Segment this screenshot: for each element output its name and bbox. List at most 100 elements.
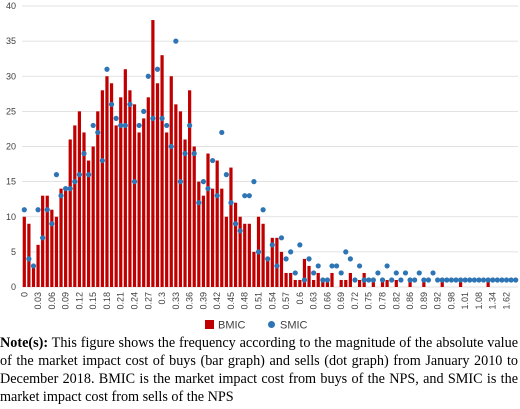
dot bbox=[352, 277, 358, 283]
dot bbox=[471, 277, 477, 283]
bar bbox=[183, 139, 187, 287]
bar bbox=[486, 279, 490, 287]
bar bbox=[201, 195, 206, 287]
x-tick-label: 0.72 bbox=[350, 292, 360, 310]
bar bbox=[440, 279, 444, 287]
bar bbox=[119, 97, 123, 287]
dot bbox=[416, 270, 422, 276]
dot bbox=[476, 277, 482, 283]
bar bbox=[77, 111, 82, 287]
x-tick-label: 0.45 bbox=[226, 292, 236, 310]
bar bbox=[339, 279, 343, 287]
bar bbox=[325, 279, 330, 287]
dot bbox=[333, 263, 340, 269]
dot bbox=[242, 193, 248, 199]
bar bbox=[169, 76, 173, 287]
dot bbox=[297, 242, 303, 248]
dot bbox=[306, 256, 312, 262]
dot bbox=[118, 122, 124, 129]
x-tick-label: 0.75 bbox=[364, 292, 374, 310]
bar bbox=[36, 244, 40, 287]
x-tick-label: 0.39 bbox=[198, 292, 208, 310]
x-tick-label: 0.6 bbox=[295, 292, 305, 305]
y-tick-label: 15 bbox=[6, 177, 16, 187]
dot bbox=[150, 115, 156, 121]
x-tick-label: 0.66 bbox=[322, 292, 332, 310]
x-tick-label: 0.51 bbox=[254, 292, 264, 310]
bar bbox=[247, 223, 251, 287]
dot bbox=[398, 277, 404, 283]
dot bbox=[462, 277, 468, 283]
x-tick-label: 0.57 bbox=[281, 292, 291, 310]
dot bbox=[228, 200, 234, 206]
bar bbox=[86, 160, 91, 287]
dot bbox=[159, 115, 165, 121]
dot bbox=[200, 179, 207, 185]
dot bbox=[320, 277, 326, 283]
bar bbox=[45, 195, 49, 287]
x-tick-label: 0.36 bbox=[185, 292, 195, 310]
x-tick-label: 0.48 bbox=[240, 292, 250, 310]
x-tick-label: 0.15 bbox=[88, 292, 98, 310]
dot bbox=[513, 277, 519, 283]
bar bbox=[394, 279, 398, 287]
x-tick-label: 0.98 bbox=[446, 292, 456, 310]
bar bbox=[298, 279, 302, 287]
dot bbox=[131, 179, 138, 185]
dot bbox=[30, 263, 37, 269]
dot bbox=[329, 263, 335, 269]
dot bbox=[494, 277, 500, 283]
dot bbox=[311, 270, 317, 276]
dot bbox=[35, 207, 41, 213]
dot bbox=[457, 277, 464, 283]
x-tick-label: 0.92 bbox=[433, 292, 443, 310]
bar bbox=[220, 188, 224, 287]
bar bbox=[266, 258, 270, 287]
dot bbox=[108, 101, 115, 107]
bar bbox=[210, 188, 215, 287]
bar bbox=[302, 258, 307, 287]
dot bbox=[67, 186, 73, 192]
bar bbox=[114, 125, 118, 287]
bar bbox=[22, 216, 26, 287]
bar bbox=[224, 216, 228, 287]
dot bbox=[467, 277, 473, 283]
x-tick-label: 0.09 bbox=[61, 292, 71, 310]
bar bbox=[229, 167, 233, 287]
dot bbox=[40, 235, 46, 241]
dot bbox=[127, 101, 133, 107]
x-tick-label: 0.03 bbox=[33, 292, 43, 310]
x-tick-label: 0.18 bbox=[102, 292, 112, 310]
dot bbox=[393, 270, 399, 276]
bar bbox=[233, 202, 238, 287]
dot bbox=[485, 277, 491, 283]
dot bbox=[90, 122, 96, 129]
dot bbox=[260, 207, 266, 213]
bar bbox=[197, 181, 201, 287]
dot bbox=[347, 256, 353, 262]
x-tick-label: 0 bbox=[19, 292, 29, 297]
bar bbox=[165, 132, 169, 287]
dot bbox=[49, 221, 55, 227]
bar bbox=[252, 251, 256, 287]
dot bbox=[251, 179, 257, 185]
bar bbox=[321, 279, 325, 287]
x-tick-label: 1.62 bbox=[502, 292, 512, 310]
x-tick-label: 0.21 bbox=[116, 292, 126, 310]
dot bbox=[72, 179, 78, 185]
dot bbox=[356, 263, 363, 269]
dot bbox=[425, 277, 432, 283]
dot bbox=[164, 122, 170, 129]
dot bbox=[384, 263, 390, 269]
y-tick-label: 5 bbox=[11, 247, 16, 257]
bar bbox=[27, 223, 31, 287]
y-tick-label: 0 bbox=[11, 282, 16, 292]
dot bbox=[265, 256, 271, 262]
dot bbox=[136, 122, 142, 129]
x-tick-label: 0.42 bbox=[212, 292, 222, 310]
dot bbox=[407, 277, 413, 283]
y-tick-label: 10 bbox=[6, 212, 16, 222]
bar bbox=[188, 90, 192, 287]
dot bbox=[63, 186, 69, 192]
